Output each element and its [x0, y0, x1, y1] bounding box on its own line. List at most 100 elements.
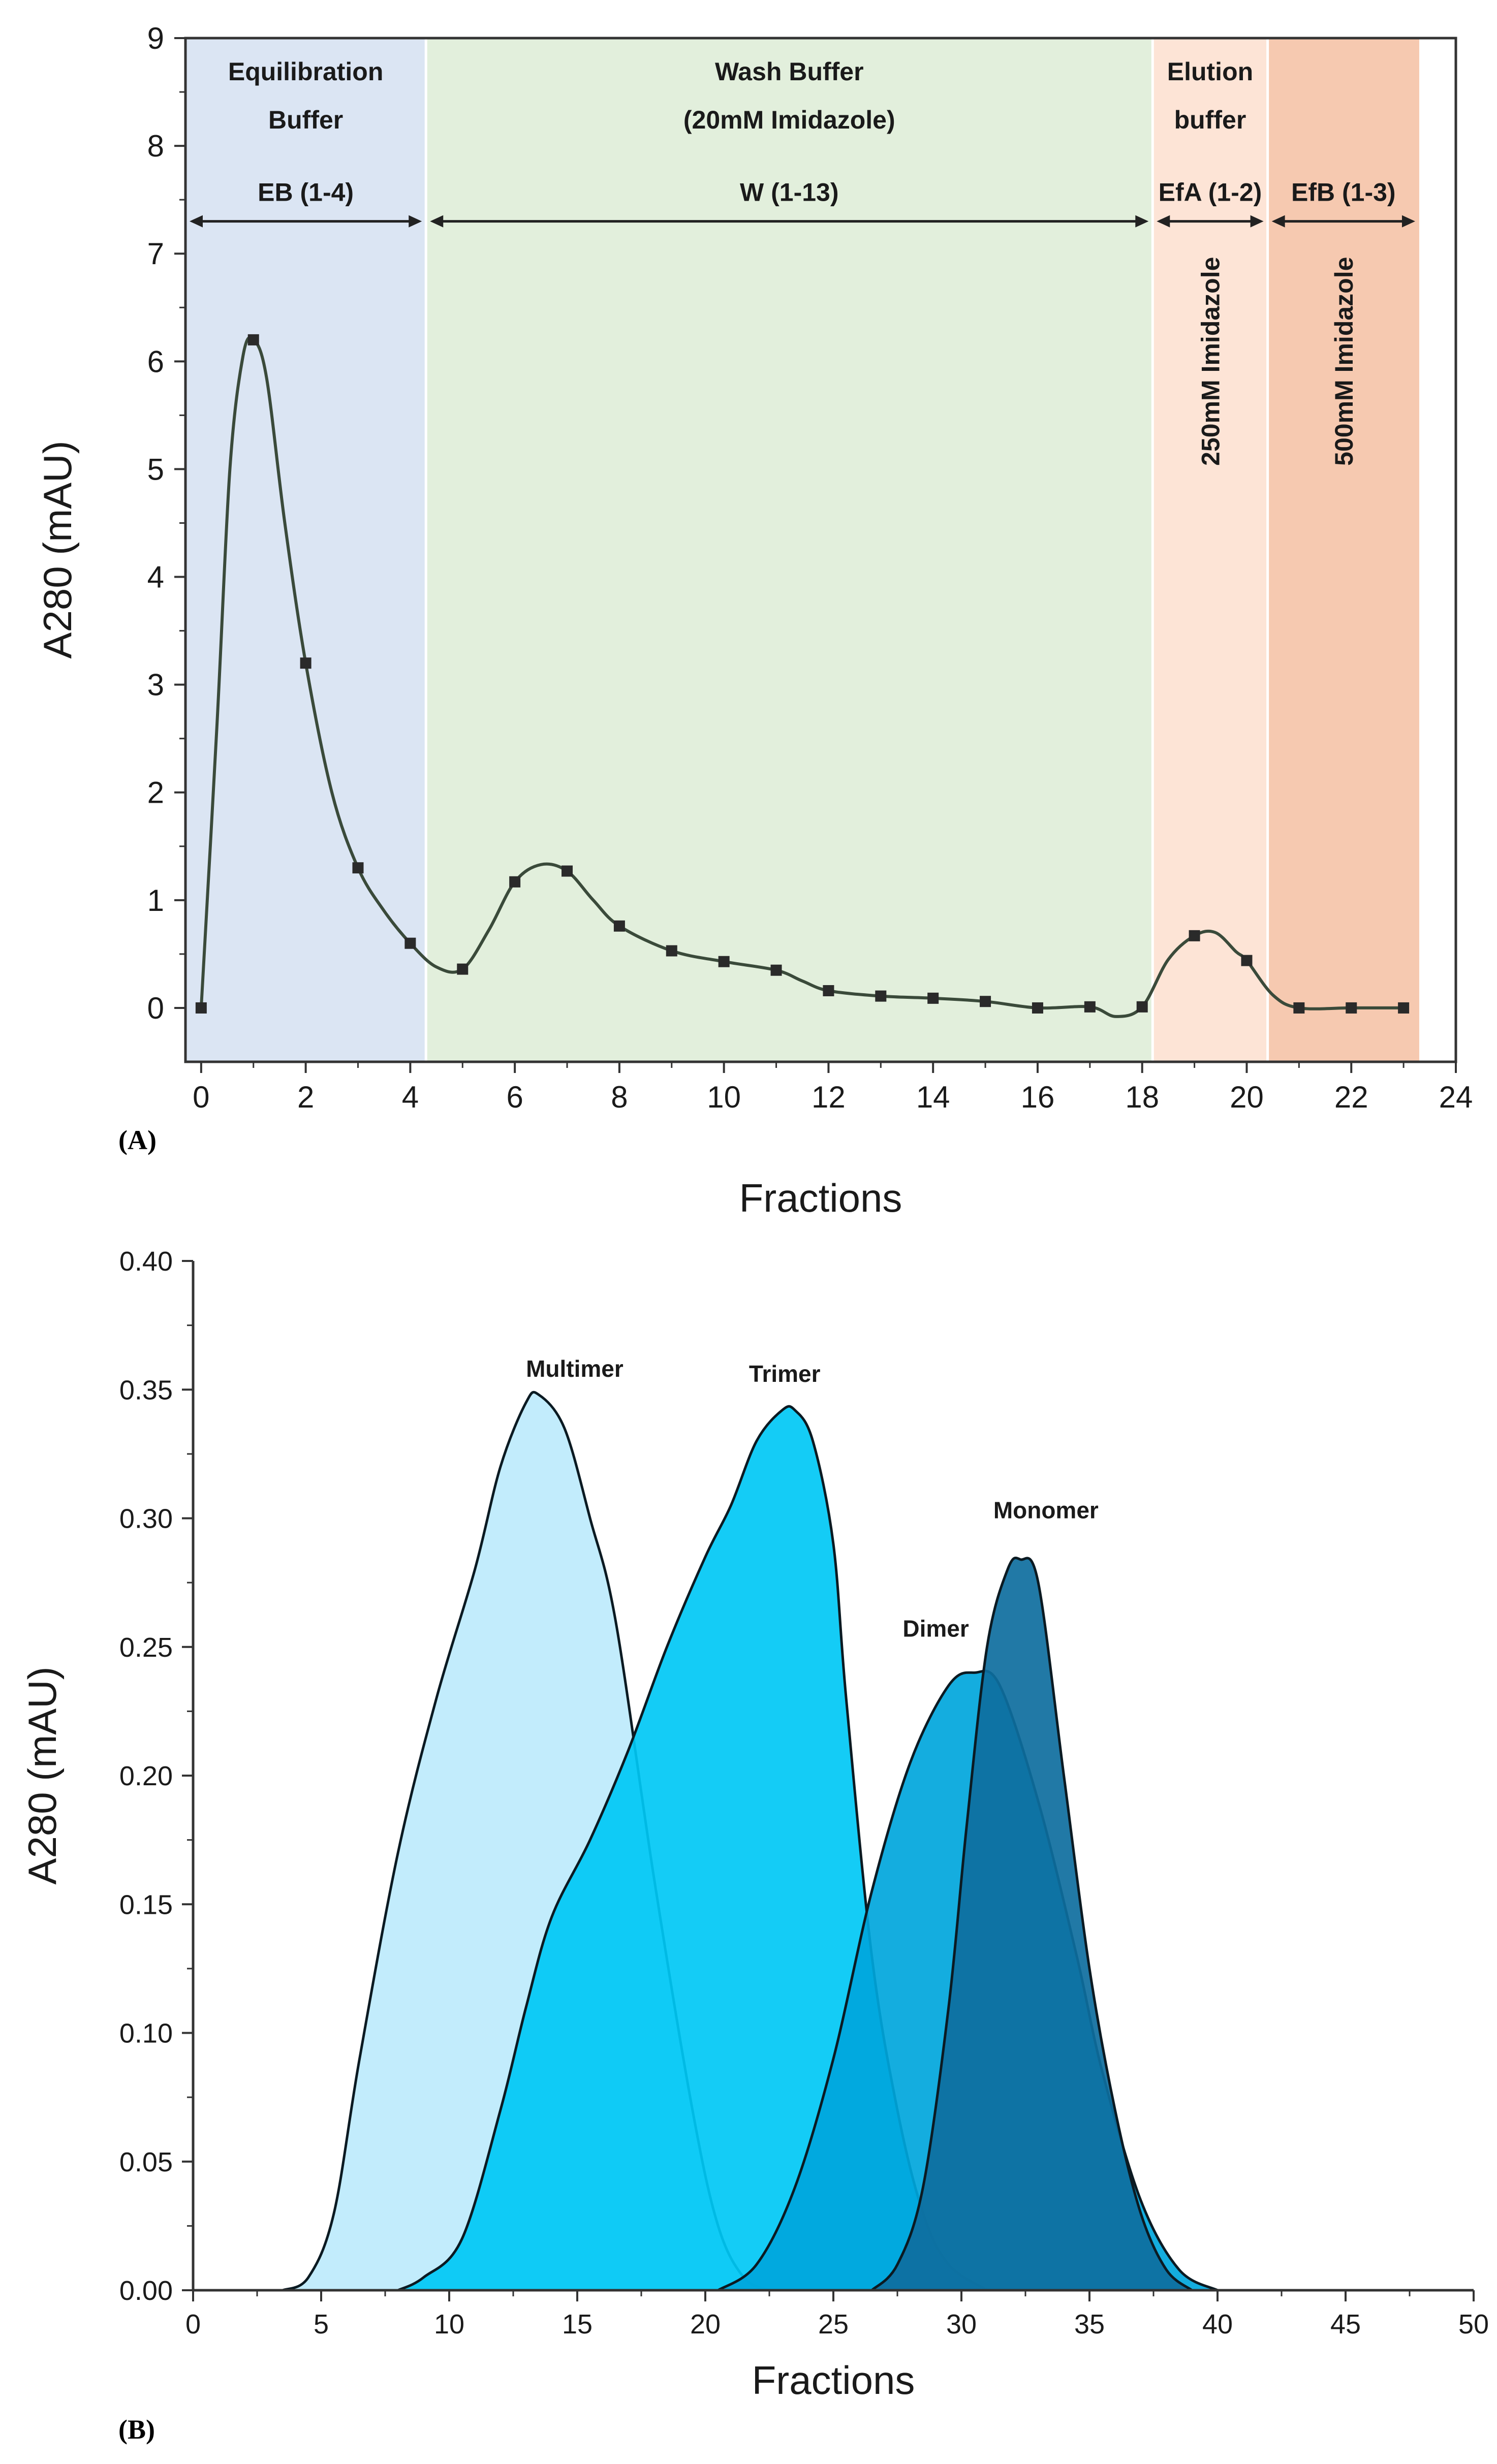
- range-arrow-label: W (1-13): [740, 178, 838, 207]
- x-tick-label: 24: [1439, 1080, 1473, 1114]
- peak-label-trimer: Trimer: [749, 1361, 821, 1387]
- x-tick-label: 20: [1230, 1080, 1264, 1114]
- data-point-marker: [195, 1002, 207, 1014]
- x-tick-label: 5: [314, 2309, 329, 2340]
- data-point-marker: [404, 937, 416, 949]
- y-tick-label: 7: [147, 237, 164, 271]
- range-arrow-head-left: [430, 215, 444, 228]
- y-tick-label: 8: [147, 129, 164, 163]
- peak-label-dimer: Dimer: [902, 1615, 969, 1641]
- imidazole-concentration-label: 500mM Imidazole: [1330, 257, 1358, 466]
- y-tick-label: 9: [147, 21, 164, 55]
- data-point-marker: [352, 862, 364, 874]
- x-tick-label: 15: [562, 2309, 592, 2340]
- data-point-marker: [1032, 1002, 1043, 1014]
- y-axis-a: 0 1 2 3 4 5 6 7 8 9: [147, 21, 185, 1025]
- x-axis-title-b: Fractions: [752, 2358, 915, 2403]
- data-point-marker: [823, 985, 834, 997]
- data-point-marker: [875, 990, 887, 1002]
- y-tick-label: 0.40: [119, 1246, 173, 1277]
- y-tick-label: 3: [147, 668, 164, 702]
- data-point-marker: [1293, 1002, 1305, 1014]
- data-point-marker: [1398, 1002, 1410, 1014]
- region-title-line: Elution: [1167, 57, 1253, 86]
- data-point-marker: [1084, 1001, 1096, 1013]
- x-tick-label: 35: [1074, 2309, 1105, 2340]
- data-point-marker: [457, 963, 469, 975]
- peak-label-multimer: Multimer: [526, 1355, 623, 1382]
- x-tick-label: 2: [297, 1080, 314, 1114]
- data-point-marker: [718, 956, 730, 967]
- x-tick-label: 30: [946, 2309, 977, 2340]
- x-axis-title-a: Fractions: [739, 1176, 902, 1220]
- data-point-marker: [613, 920, 625, 932]
- data-point-marker: [247, 334, 259, 345]
- region-title-line: (20mM Imidazole): [683, 106, 895, 134]
- range-arrow-head-right: [409, 215, 422, 228]
- data-markers: [195, 334, 1410, 1014]
- range-arrow-head-left: [1157, 215, 1170, 228]
- plot-frame-a: [184, 37, 1457, 1063]
- y-axis-title-b: A280 (mAU): [20, 1666, 65, 1884]
- y-tick-label: 0.25: [119, 1632, 173, 1663]
- range-arrow-head-right: [1250, 215, 1264, 228]
- x-tick-label: 10: [434, 2309, 464, 2340]
- data-point-marker: [1136, 1001, 1148, 1013]
- data-point-marker: [927, 992, 939, 1004]
- peak-labels: Multimer Trimer Dimer Monomer: [526, 1355, 1099, 1642]
- data-point-marker: [770, 964, 782, 976]
- x-tick-label: 12: [812, 1080, 846, 1114]
- x-tick-label: 0: [185, 2309, 201, 2340]
- x-axis-a: 0 2 4 6 8 10 12 14 16 18 20 22 24: [193, 1062, 1473, 1114]
- x-tick-label: 50: [1458, 2309, 1489, 2340]
- y-tick-label: 1: [147, 883, 164, 918]
- range-arrow-label: EfB (1-3): [1291, 178, 1396, 207]
- x-tick-label: 16: [1021, 1080, 1055, 1114]
- y-tick-label: 6: [147, 344, 164, 378]
- y-tick-label: 0.35: [119, 1375, 173, 1405]
- y-tick-label: 0.30: [119, 1504, 173, 1534]
- panel-label-a: (A): [118, 1125, 157, 1155]
- y-tick-label: 2: [147, 776, 164, 810]
- x-tick-label: 14: [916, 1080, 950, 1114]
- peak-label-monomer: Monomer: [993, 1497, 1099, 1524]
- range-arrow-head-right: [1135, 215, 1149, 228]
- y-tick-label: 4: [147, 560, 164, 594]
- data-point-marker: [1346, 1002, 1357, 1014]
- data-point-marker: [562, 865, 573, 877]
- y-tick-label: 0.00: [119, 2276, 173, 2306]
- data-point-marker: [666, 945, 677, 957]
- x-tick-label: 40: [1202, 2309, 1233, 2340]
- buffer-region-labels: Equilibration Buffer Wash Buffer (20mM Imid…: [228, 57, 1358, 466]
- absorbance-curve: [199, 336, 1404, 1018]
- x-tick-label: 22: [1334, 1080, 1368, 1114]
- data-point-marker: [509, 876, 521, 888]
- x-tick-label: 10: [707, 1080, 741, 1114]
- y-tick-label: 0.05: [119, 2147, 173, 2177]
- data-point-marker: [300, 657, 311, 669]
- y-tick-label: 0.10: [119, 2018, 173, 2049]
- buffer-range-arrows: EB (1-4) W (1-13) EfA (1-2) EfB (1-3): [190, 178, 1415, 228]
- buffer-region-3: [1152, 38, 1268, 1062]
- panel-label-b: (B): [118, 2414, 155, 2445]
- x-tick-label: 25: [818, 2309, 849, 2340]
- region-title-line: Buffer: [268, 106, 343, 134]
- region-title-line: buffer: [1174, 106, 1246, 134]
- range-arrow-head-right: [1401, 215, 1415, 228]
- data-point-marker: [1189, 930, 1200, 941]
- range-arrow-label: EB (1-4): [258, 178, 354, 207]
- panel-b-chart: Multimer Trimer Dimer Monomer 0.00 0.05 0.10 0…: [20, 1246, 1489, 2445]
- panel-a-chart: Equilibration Buffer Wash Buffer (20mM Imid…: [35, 21, 1473, 1220]
- y-axis-title-a: A280 (mAU): [35, 440, 80, 658]
- y-tick-label: 0.20: [119, 1761, 173, 1791]
- elution-peaks: [281, 1391, 1219, 2292]
- y-tick-label: 5: [147, 452, 164, 486]
- imidazole-concentration-label: 250mM Imidazole: [1196, 257, 1225, 466]
- y-tick-label: 0: [147, 991, 164, 1025]
- data-point-marker: [980, 996, 991, 1007]
- x-tick-label: 8: [611, 1080, 628, 1114]
- x-tick-label: 4: [402, 1080, 419, 1114]
- range-arrow-head-left: [190, 215, 203, 228]
- y-tick-label: 0.15: [119, 1889, 173, 1920]
